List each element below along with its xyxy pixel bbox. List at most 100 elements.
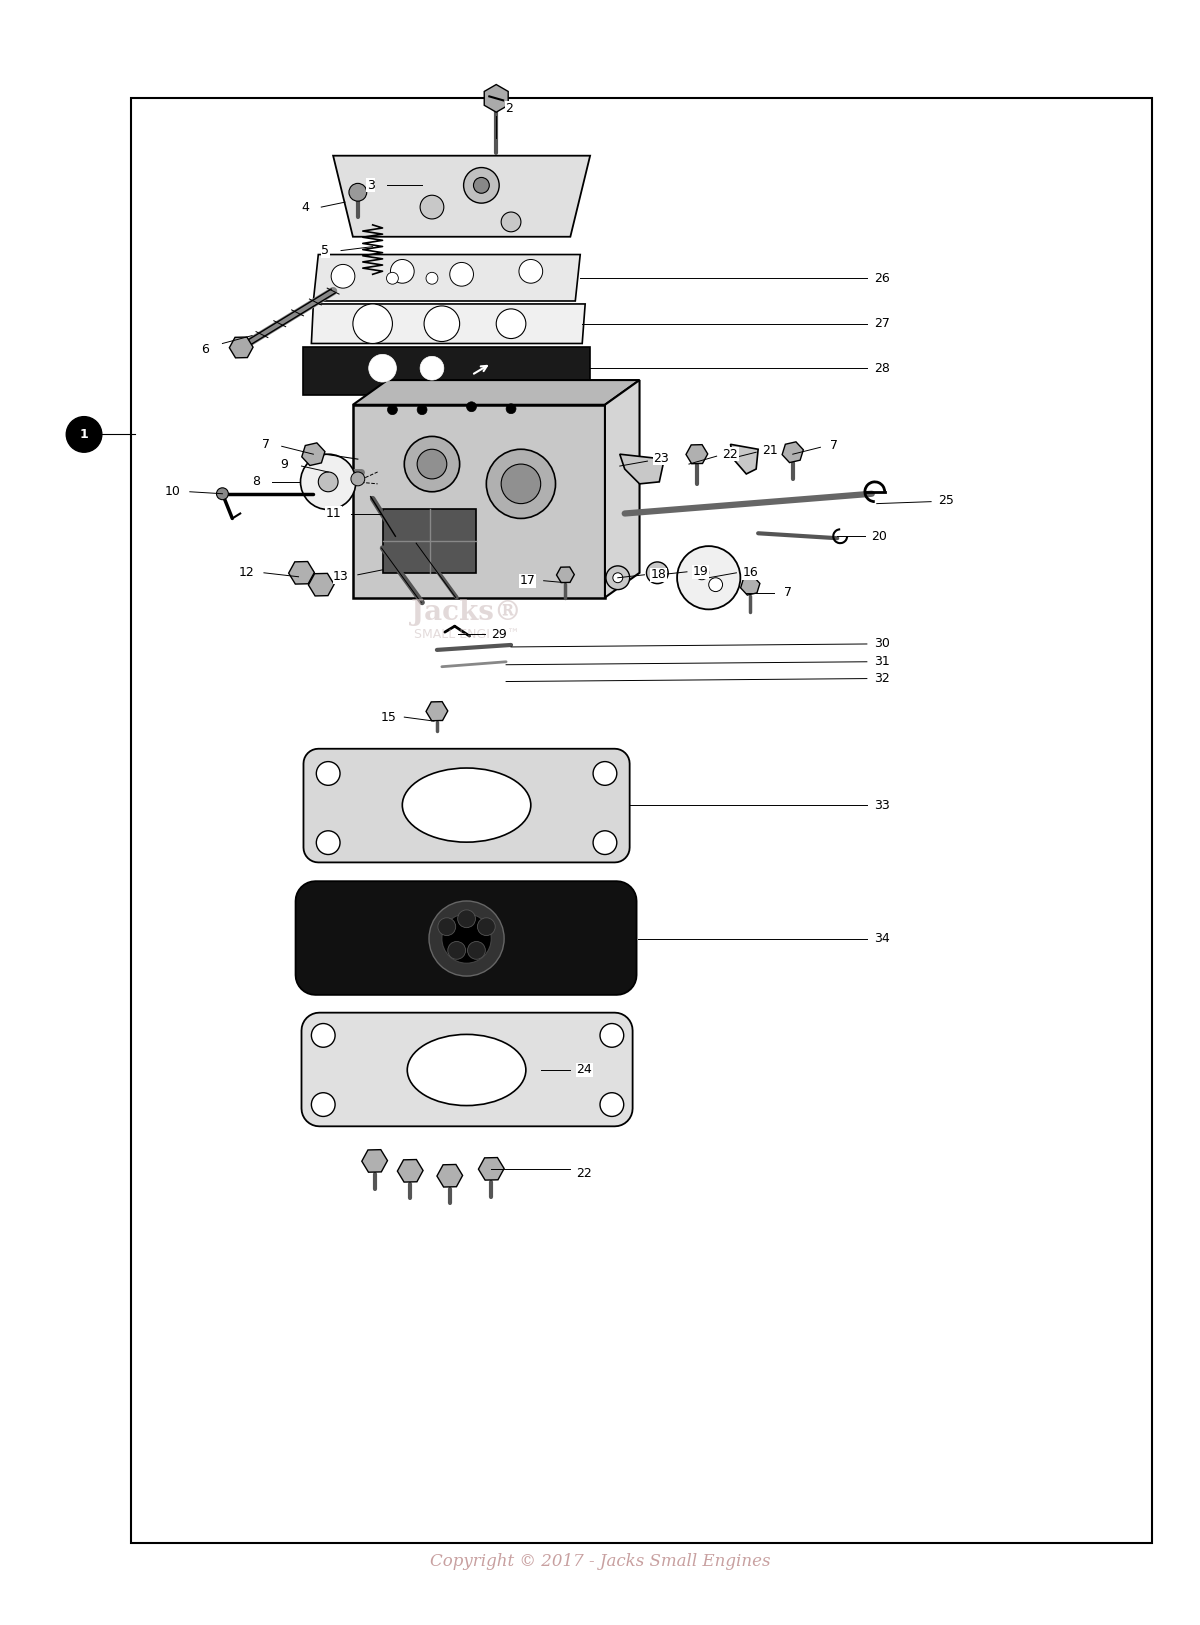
- Polygon shape: [304, 348, 590, 395]
- Text: 7: 7: [830, 439, 839, 452]
- Bar: [353, 405, 605, 598]
- Bar: [132, 98, 1152, 1544]
- Polygon shape: [619, 455, 665, 484]
- Text: 6: 6: [200, 343, 209, 356]
- Text: 16: 16: [743, 566, 758, 578]
- Text: 7: 7: [784, 587, 792, 600]
- Polygon shape: [311, 304, 586, 343]
- Circle shape: [600, 1092, 624, 1116]
- Text: 25: 25: [938, 494, 954, 507]
- Text: 26: 26: [874, 271, 889, 284]
- Circle shape: [318, 471, 338, 492]
- Circle shape: [388, 405, 397, 414]
- Text: 15: 15: [380, 710, 396, 723]
- Text: 34: 34: [874, 933, 889, 946]
- Circle shape: [390, 260, 414, 283]
- Circle shape: [606, 566, 630, 590]
- Polygon shape: [334, 156, 590, 237]
- Circle shape: [420, 195, 444, 219]
- Text: 1: 1: [79, 427, 89, 440]
- Text: 9: 9: [280, 458, 288, 471]
- Text: 17: 17: [520, 574, 535, 587]
- Circle shape: [502, 211, 521, 232]
- Text: 20: 20: [871, 530, 887, 543]
- Circle shape: [426, 273, 438, 284]
- Ellipse shape: [402, 769, 530, 842]
- Circle shape: [497, 309, 526, 338]
- Text: 22: 22: [576, 1167, 592, 1180]
- Text: 18: 18: [650, 569, 666, 582]
- Circle shape: [430, 900, 504, 977]
- Text: Copyright © 2017 - Jacks Small Engines: Copyright © 2017 - Jacks Small Engines: [430, 1554, 770, 1570]
- Circle shape: [418, 449, 446, 479]
- Circle shape: [457, 910, 475, 928]
- Text: 30: 30: [874, 637, 889, 650]
- Circle shape: [311, 1024, 335, 1046]
- Circle shape: [463, 167, 499, 203]
- Circle shape: [593, 830, 617, 855]
- Text: 31: 31: [874, 655, 889, 668]
- Text: 4: 4: [301, 200, 310, 213]
- Circle shape: [593, 762, 617, 785]
- Circle shape: [311, 1092, 335, 1116]
- Circle shape: [368, 354, 396, 382]
- Text: 27: 27: [874, 317, 889, 330]
- Polygon shape: [353, 380, 640, 405]
- Polygon shape: [304, 749, 630, 863]
- Text: 5: 5: [322, 244, 329, 257]
- Circle shape: [450, 263, 474, 286]
- Circle shape: [677, 546, 740, 609]
- Circle shape: [317, 830, 340, 855]
- Text: 13: 13: [334, 570, 349, 583]
- Polygon shape: [301, 1012, 632, 1126]
- Circle shape: [518, 260, 542, 283]
- Circle shape: [600, 1024, 624, 1046]
- Circle shape: [467, 401, 476, 411]
- Polygon shape: [313, 255, 581, 301]
- Circle shape: [420, 356, 444, 380]
- Text: 7: 7: [262, 437, 270, 450]
- Bar: [383, 509, 476, 572]
- Circle shape: [448, 941, 466, 959]
- Circle shape: [438, 918, 456, 936]
- Text: 19: 19: [692, 566, 709, 578]
- Circle shape: [386, 273, 398, 284]
- Text: SMALL ENGINE™: SMALL ENGINE™: [414, 627, 520, 640]
- Text: Jacks®: Jacks®: [412, 600, 522, 626]
- Circle shape: [404, 437, 460, 492]
- Circle shape: [350, 471, 365, 486]
- Text: 8: 8: [252, 476, 260, 489]
- Text: 2: 2: [505, 102, 514, 115]
- Circle shape: [709, 578, 722, 592]
- Circle shape: [474, 177, 490, 193]
- Text: 33: 33: [874, 798, 889, 811]
- Text: 22: 22: [722, 449, 738, 462]
- Text: 28: 28: [874, 362, 889, 375]
- Circle shape: [695, 566, 709, 580]
- Circle shape: [216, 488, 228, 499]
- Circle shape: [317, 762, 340, 785]
- Circle shape: [486, 449, 556, 518]
- Polygon shape: [295, 881, 636, 994]
- Ellipse shape: [407, 1035, 526, 1105]
- Text: 10: 10: [166, 486, 181, 499]
- Polygon shape: [731, 444, 758, 474]
- Polygon shape: [605, 380, 640, 598]
- Circle shape: [66, 416, 102, 452]
- Circle shape: [506, 403, 516, 414]
- Circle shape: [353, 304, 392, 343]
- Circle shape: [418, 405, 427, 414]
- Circle shape: [300, 455, 356, 510]
- Text: 11: 11: [325, 507, 341, 520]
- Circle shape: [502, 465, 541, 504]
- Circle shape: [331, 265, 355, 288]
- Circle shape: [478, 918, 496, 936]
- Circle shape: [647, 562, 668, 583]
- Circle shape: [424, 306, 460, 341]
- Text: 29: 29: [491, 627, 508, 640]
- Text: 21: 21: [762, 444, 778, 457]
- Circle shape: [349, 184, 367, 202]
- Text: 24: 24: [576, 1063, 592, 1076]
- Text: 12: 12: [239, 566, 254, 578]
- Text: 32: 32: [874, 673, 889, 686]
